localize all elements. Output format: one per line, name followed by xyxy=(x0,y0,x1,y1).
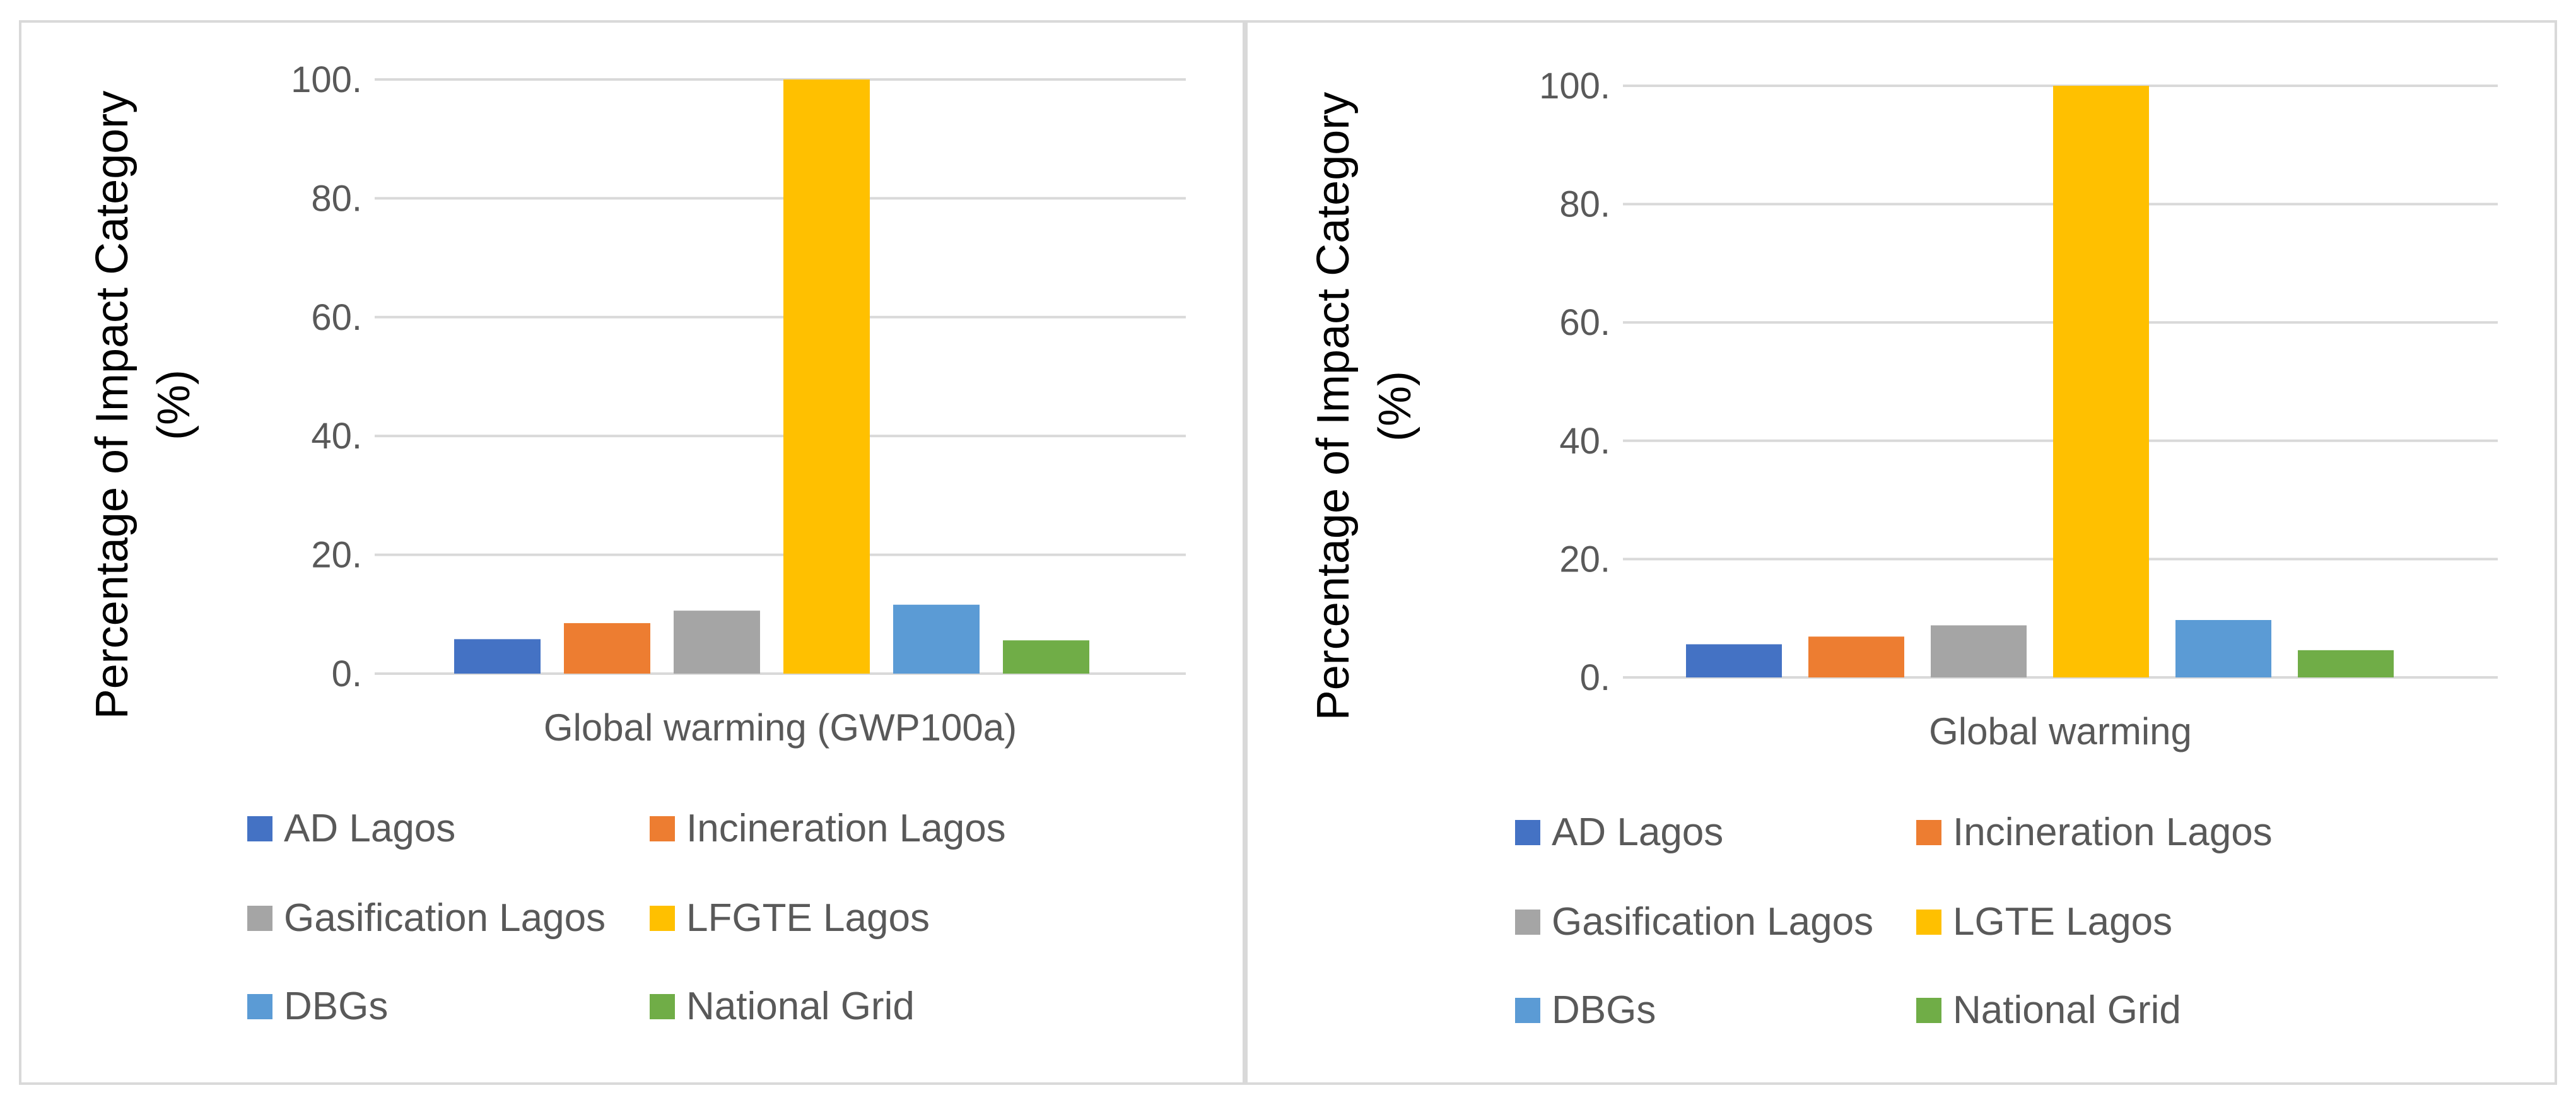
y-tick-label: 60. xyxy=(1559,302,1610,343)
x-category-label: Global warming (GWP100a) xyxy=(544,706,1017,749)
bar-national-grid xyxy=(1003,640,1089,674)
y-axis-label: Percentage of Impact Category xyxy=(1308,92,1359,721)
y-tick-label: 80. xyxy=(311,178,362,219)
legend-swatch xyxy=(1515,910,1540,935)
legend-label: LFGTE Lagos xyxy=(686,896,930,940)
legend-swatch xyxy=(1916,820,1941,845)
legend-label: Gasification Lagos xyxy=(284,896,606,940)
y-tick-label: 40. xyxy=(1559,421,1610,462)
y-axis-label-unit: (%) xyxy=(149,370,199,440)
y-tick-label: 80. xyxy=(1559,184,1610,225)
y-tick-label: 20. xyxy=(311,535,362,576)
bar-ad-lagos xyxy=(1686,644,1782,677)
legend-label: DBGs xyxy=(284,985,388,1028)
x-category-label: Global warming xyxy=(1929,710,2192,752)
bar-incineration-lagos xyxy=(1808,636,1904,677)
legend-label: National Grid xyxy=(686,985,915,1028)
chart-svg-left: 0. 20. 40. 60. 80. 100. Percentage of Impact C… xyxy=(87,59,1186,1028)
legend-label: DBGs xyxy=(1552,988,1656,1032)
y-tick-label: 0. xyxy=(332,653,362,694)
bar-national-grid xyxy=(2298,650,2394,677)
bar-lgte-lagos xyxy=(2053,86,2149,677)
legend-label: Incineration Lagos xyxy=(1953,810,2273,854)
legend-swatch xyxy=(1515,998,1540,1023)
y-tick-label: 0. xyxy=(1580,657,1610,698)
legend-swatch xyxy=(1515,820,1540,845)
chart-panel-right: 0. 20. 40. 60. 80. 100. Percentage of Impact C… xyxy=(1245,20,2557,1085)
chart-svg-right: 0. 20. 40. 60. 80. 100. Percentage of Impact C… xyxy=(1308,66,2498,1032)
y-axis-label-unit: (%) xyxy=(1370,371,1420,442)
bar-ad-lagos xyxy=(454,639,541,674)
legend-swatch xyxy=(1916,998,1941,1023)
bar-incineration-lagos xyxy=(564,623,650,674)
y-tick-label: 60. xyxy=(311,297,362,338)
legend-label: AD Lagos xyxy=(284,807,455,850)
legend-swatch xyxy=(247,906,272,931)
legend-label: LGTE Lagos xyxy=(1953,900,2172,944)
bar-gasification-lagos xyxy=(1931,625,2027,677)
bar-gasification-lagos xyxy=(674,611,760,674)
legend-label: National Grid xyxy=(1953,988,2181,1032)
legend-swatch xyxy=(650,994,675,1019)
y-tick-label: 40. xyxy=(311,416,362,457)
legend-swatch xyxy=(650,906,675,931)
legend-label: Incineration Lagos xyxy=(686,807,1006,850)
y-tick-label: 100. xyxy=(291,59,362,100)
y-tick-label: 20. xyxy=(1559,539,1610,580)
legend-swatch xyxy=(247,816,272,841)
bar-dbgs xyxy=(893,604,980,674)
y-tick-label: 100. xyxy=(1539,66,1610,107)
bar-lfgte-lagos xyxy=(783,79,870,674)
chart-panel-left: 0. 20. 40. 60. 80. 100. Percentage of Impact C… xyxy=(19,20,1245,1085)
legend-swatch xyxy=(1916,910,1941,935)
legend-label: Gasification Lagos xyxy=(1552,900,1873,944)
y-axis-label: Percentage of Impact Category xyxy=(87,91,138,720)
legend-swatch xyxy=(247,994,272,1019)
legend-label: AD Lagos xyxy=(1552,810,1723,854)
bar-dbgs xyxy=(2175,620,2271,677)
legend-swatch xyxy=(650,816,675,841)
